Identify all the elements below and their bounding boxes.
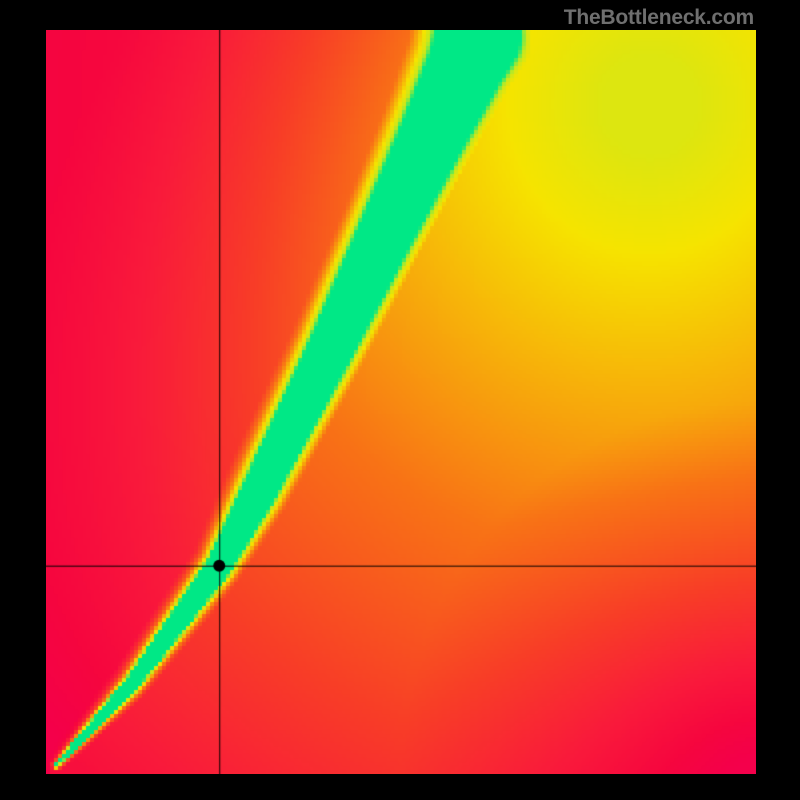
- plot-area: [46, 30, 756, 774]
- chart-stage: TheBottleneck.com: [0, 0, 800, 800]
- attribution-text: TheBottleneck.com: [564, 6, 754, 30]
- bottleneck-heatmap: [46, 30, 756, 774]
